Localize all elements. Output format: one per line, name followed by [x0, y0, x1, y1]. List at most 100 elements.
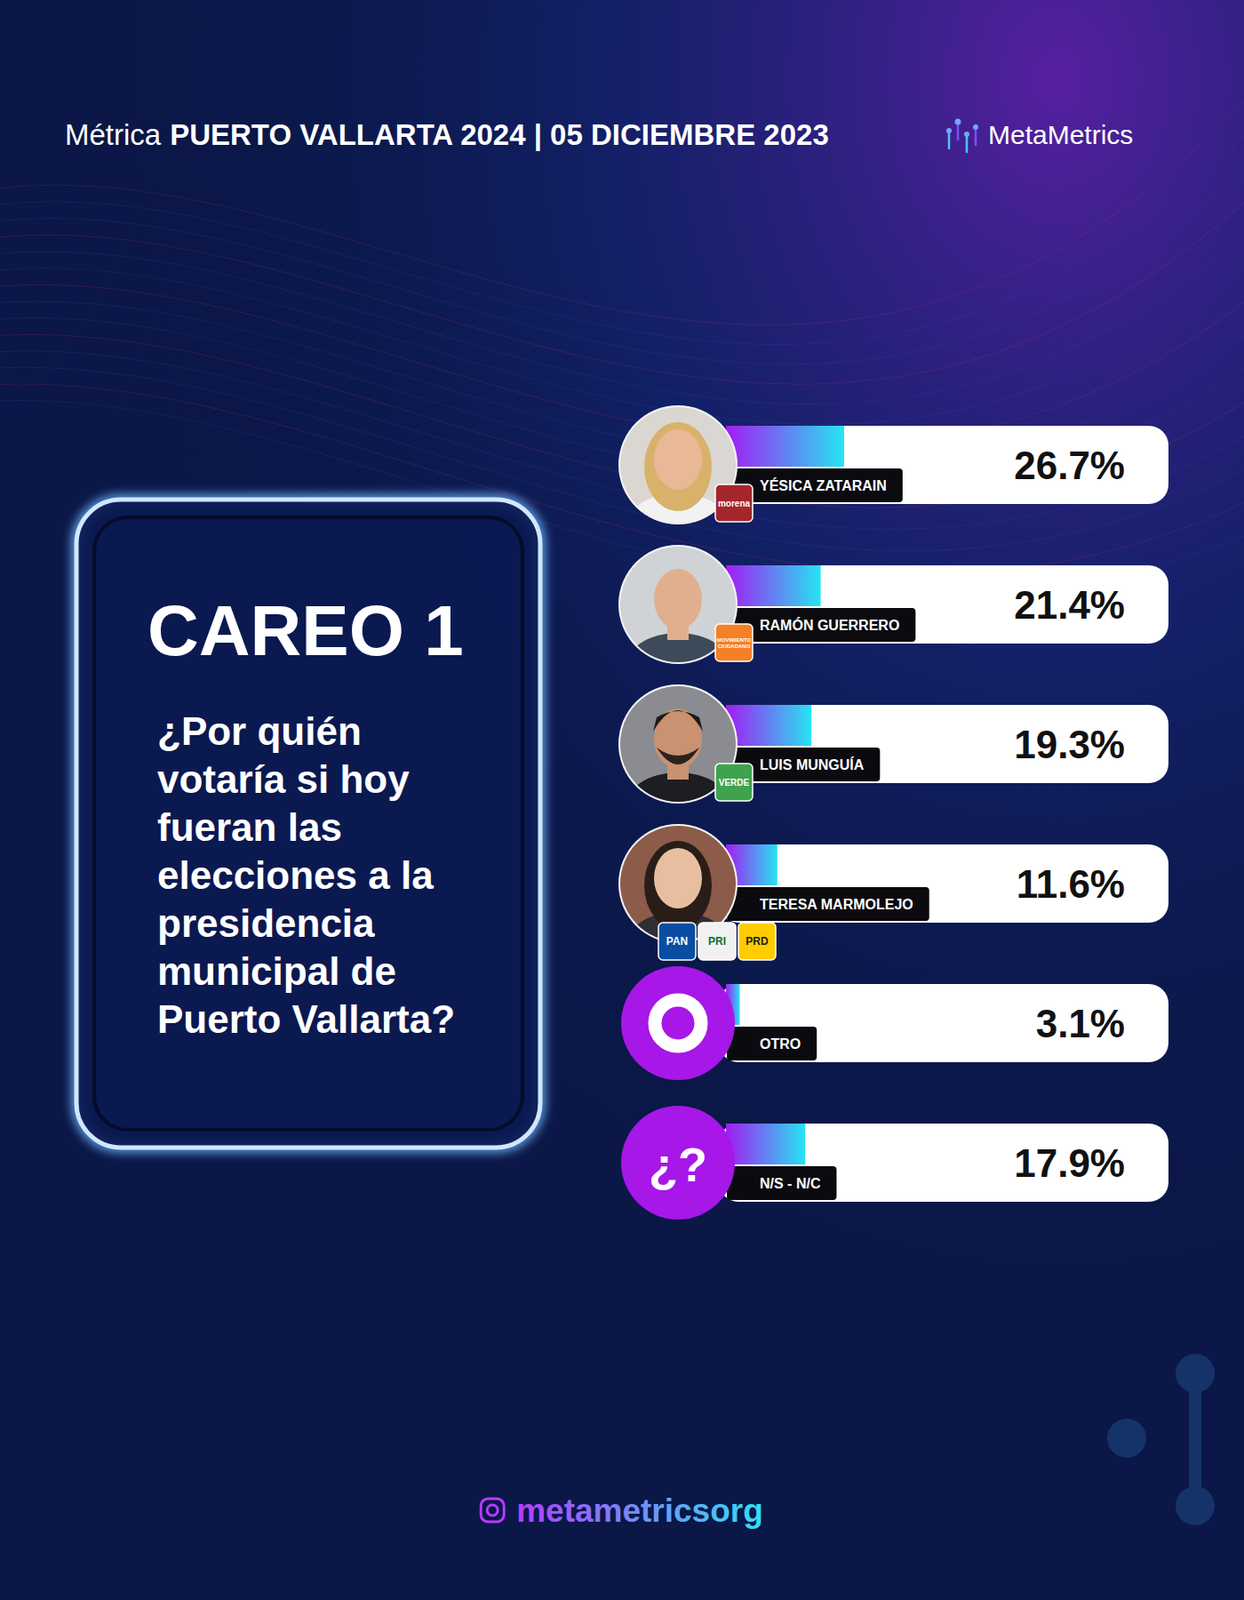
bar-track [718, 844, 1169, 923]
deco-dot [1107, 1418, 1147, 1458]
value-label: 26.7% [1013, 443, 1125, 487]
avatar [615, 402, 741, 565]
bar-track [718, 565, 1169, 644]
deco-dot [1175, 1485, 1215, 1525]
party-label: MOVIMIENTOCIUDADANO [717, 637, 752, 649]
box-glow [76, 499, 541, 1148]
party-badge: PRI [698, 922, 736, 960]
subtitle-line: fueran las [157, 805, 343, 849]
bar [725, 565, 822, 607]
party-badge-bg [698, 922, 736, 960]
party-badge-bg [715, 484, 753, 522]
avatar-photo [615, 402, 741, 565]
icon-ring [654, 999, 702, 1046]
avatar [615, 681, 741, 844]
subtitle-line: municipal de [157, 948, 397, 993]
name-tab [726, 1026, 817, 1061]
brand-logo [946, 119, 979, 153]
avatar-photo [615, 542, 741, 704]
wave-line [0, 53, 1244, 326]
logo-dot [955, 119, 962, 126]
avatar: ¿? [621, 1105, 735, 1220]
wave-line [0, 266, 1244, 445]
photo-beard [656, 747, 700, 765]
party-badge-bg [658, 922, 696, 960]
value-label: 21.4% [1013, 582, 1125, 627]
header-text: MétricaPUERTO VALLARTA 2024 | 05 DICIEMB… [64, 118, 830, 152]
value-label: 17.9% [1013, 1140, 1125, 1185]
logo-dot [972, 124, 979, 130]
wave-line [0, 159, 1244, 384]
party-label-line: PAN [666, 934, 688, 948]
deco-line [1188, 1372, 1202, 1506]
icon-circle [621, 1105, 735, 1220]
category-label: YÉSICA ZATARAIN [759, 477, 887, 494]
party-badge-bg [738, 922, 776, 960]
wave-line [0, 88, 1244, 345]
box-inner [94, 517, 523, 1130]
party-badge: morena [715, 484, 753, 522]
background-glow [0, 0, 1244, 1600]
avatar [615, 821, 741, 983]
row-overlays: YÉSICA ZATARAIN morena 26.7% RAMÓN GUERRERO… [615, 402, 1125, 1220]
party-label-line: MOVIMIENTO [717, 637, 752, 643]
rows: YÉSICA ZATARAIN morena 26.7% RAMÓN GUERRERO… [615, 402, 1169, 1220]
bar-track [718, 425, 1169, 504]
subtitle-line: Puerto Vallarta? [157, 996, 455, 1041]
chart-subtitle: ¿Por quiénvotaría si hoyfueran laselecci… [157, 709, 455, 1041]
photo-hair [653, 709, 703, 732]
party-label: VERDE [718, 777, 750, 788]
photo-face [653, 429, 702, 490]
icon-label: ¿? [648, 1137, 708, 1191]
value-label: 3.1% [1036, 1001, 1125, 1045]
party-badge: PRD [738, 922, 776, 960]
party-label-line: morena [717, 498, 751, 509]
party-label: PRI [708, 934, 726, 948]
tracks [718, 425, 1169, 1202]
photo-face [653, 568, 702, 630]
photo-hair [644, 422, 712, 511]
photo-face [653, 708, 702, 769]
background [0, 0, 1244, 1600]
party-badge-bg [715, 763, 753, 801]
decoration [1107, 1353, 1215, 1525]
wave-line [0, 231, 1244, 424]
photo-hair [644, 840, 712, 930]
party-badge-bg [715, 623, 753, 662]
bar-track [718, 1123, 1169, 1202]
question-box: CAREO 1 ¿Por quiénvotaría si hoyfueran la… [76, 499, 541, 1148]
chart-title: CAREO 1 [147, 590, 464, 670]
icon-circle [621, 965, 735, 1080]
category-label: RAMÓN GUERRERO [759, 616, 900, 633]
name-tab [726, 1165, 837, 1200]
bar [725, 425, 845, 467]
party-label-line: PRD [745, 934, 769, 948]
party-label-line: VERDE [718, 777, 750, 788]
wave-line [0, 195, 1244, 405]
party-badge: MOVIMIENTOCIUDADANO [715, 623, 753, 662]
avatar [615, 542, 741, 704]
chart-page: MétricaPUERTO VALLARTA 2024 | 05 DICIEMB… [0, 0, 1244, 1600]
name-tab [726, 607, 916, 642]
avatar-photo [615, 821, 741, 983]
instagram-icon [480, 1498, 504, 1522]
name-tab [726, 886, 930, 921]
subtitle-line: votaría si hoy [157, 757, 410, 801]
photo-face [653, 847, 702, 909]
footer: metametricsorg [480, 1491, 764, 1529]
category-label: N/S - N/C [759, 1175, 822, 1191]
bar [725, 704, 812, 746]
box-frame [76, 499, 541, 1148]
category-label: TERESA MARMOLEJO [759, 896, 914, 912]
bar [725, 1123, 806, 1165]
logo-dot [946, 127, 952, 134]
bar-track [718, 983, 1169, 1062]
subtitle-line: elecciones a la [157, 853, 434, 897]
avatar [621, 965, 735, 1080]
value-label: 19.3% [1013, 722, 1125, 766]
category-label: OTRO [759, 1036, 801, 1052]
header-title: PUERTO VALLARTA 2024 | 05 DICIEMBRE 2023 [169, 118, 830, 152]
party-label: morena [717, 498, 751, 509]
bar-track [718, 704, 1169, 783]
party-label: PAN [666, 934, 688, 948]
